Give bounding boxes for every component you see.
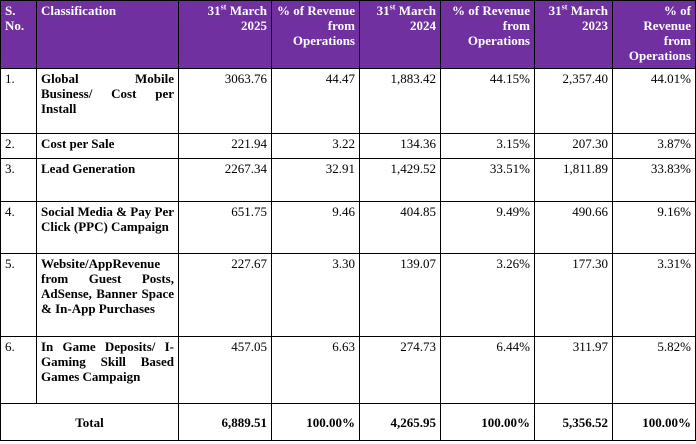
row-value-2025: 651.75 [178, 201, 272, 254]
header-2023: 31st March 2023 [534, 0, 613, 69]
header-2024-rest: March 2024 [395, 3, 436, 33]
row-sno: 6. [0, 336, 37, 404]
row-value-2025: 221.94 [178, 133, 272, 159]
table-header-row: S. No. Classification 31st March 2025 % … [0, 0, 696, 69]
header-pct-2025: % of Revenue from Operations [271, 0, 360, 69]
total-label: Total [0, 403, 179, 441]
row-value-2024: 1,883.42 [359, 68, 441, 134]
table-row: 6. In Game Deposits/ I-Gaming Skill Base… [0, 336, 696, 404]
row-pct-2025: 6.63 [271, 336, 360, 404]
row-value-2025: 227.67 [178, 253, 272, 337]
header-2023-suffix: st [561, 2, 568, 12]
row-value-2023: 490.66 [534, 201, 613, 254]
row-pct-2024: 33.51% [440, 158, 535, 202]
row-pct-2023: 44.01% [612, 68, 696, 134]
row-classification: Global Mobile Business/ Cost per Install [36, 68, 179, 134]
row-pct-2024: 44.15% [440, 68, 535, 134]
row-pct-2023: 3.31% [612, 253, 696, 337]
row-sno: 2. [0, 133, 37, 159]
total-value-2025: 6,889.51 [178, 403, 272, 441]
row-pct-2024: 9.49% [440, 201, 535, 254]
row-value-2023: 207.30 [534, 133, 613, 159]
row-pct-2025: 32.91 [271, 158, 360, 202]
total-row: Total 6,889.51 100.00% 4,265.95 100.00% … [0, 403, 696, 441]
row-value-2025: 457.05 [178, 336, 272, 404]
row-value-2023: 177.30 [534, 253, 613, 337]
row-value-2023: 2,357.40 [534, 68, 613, 134]
header-2025-rest: March 2025 [226, 3, 267, 33]
total-value-2024: 4,265.95 [359, 403, 441, 441]
row-pct-2024: 3.26% [440, 253, 535, 337]
row-pct-2025: 3.22 [271, 133, 360, 159]
total-pct-2024: 100.00% [440, 403, 535, 441]
row-sno: 4. [0, 201, 37, 254]
header-classification: Classification [36, 0, 179, 69]
header-2025: 31st March 2025 [178, 0, 272, 69]
row-pct-2024: 6.44% [440, 336, 535, 404]
header-2024-day: 31 [376, 3, 390, 18]
row-value-2025: 2267.34 [178, 158, 272, 202]
row-value-2024: 134.36 [359, 133, 441, 159]
header-pct-2023: % of Revenue from Operations [612, 0, 696, 69]
total-pct-2025: 100.00% [271, 403, 360, 441]
row-pct-2023: 3.87% [612, 133, 696, 159]
row-classification: Social Media & Pay Per Click (PPC) Campa… [36, 201, 179, 254]
row-pct-2025: 9.46 [271, 201, 360, 254]
row-classification: Website/AppRevenue from Guest Posts, AdS… [36, 253, 179, 337]
table-row: 2. Cost per Sale 221.94 3.22 134.36 3.15… [0, 133, 696, 159]
table-row: 5. Website/AppRevenue from Guest Posts, … [0, 253, 696, 337]
row-pct-2023: 33.83% [612, 158, 696, 202]
header-2025-suffix: st [220, 2, 227, 12]
row-value-2024: 274.73 [359, 336, 441, 404]
row-classification: Lead Generation [36, 158, 179, 202]
header-2024: 31st March 2024 [359, 0, 441, 69]
header-2023-day: 31 [548, 3, 562, 18]
row-pct-2024: 3.15% [440, 133, 535, 159]
row-classification: In Game Deposits/ I-Gaming Skill Based G… [36, 336, 179, 404]
total-pct-2023: 100.00% [612, 403, 696, 441]
row-pct-2025: 3.30 [271, 253, 360, 337]
row-sno: 3. [0, 158, 37, 202]
row-value-2024: 1,429.52 [359, 158, 441, 202]
table-row: 4. Social Media & Pay Per Click (PPC) Ca… [0, 201, 696, 254]
header-pct-2024: % of Revenue from Operations [440, 0, 535, 69]
total-value-2023: 5,356.52 [534, 403, 613, 441]
row-pct-2023: 9.16% [612, 201, 696, 254]
row-value-2024: 139.07 [359, 253, 441, 337]
row-value-2025: 3063.76 [178, 68, 272, 134]
header-2024-suffix: st [389, 2, 396, 12]
row-pct-2025: 44.47 [271, 68, 360, 134]
row-sno: 5. [0, 253, 37, 337]
row-sno: 1. [0, 68, 37, 134]
header-sno: S. No. [0, 0, 37, 69]
row-pct-2023: 5.82% [612, 336, 696, 404]
row-value-2024: 404.85 [359, 201, 441, 254]
table-row: 1. Global Mobile Business/ Cost per Inst… [0, 68, 696, 134]
row-classification: Cost per Sale [36, 133, 179, 159]
table-row: 3. Lead Generation 2267.34 32.91 1,429.5… [0, 158, 696, 202]
header-2025-day: 31 [207, 3, 221, 18]
header-2023-rest: March 2023 [567, 3, 608, 33]
row-value-2023: 1,811.89 [534, 158, 613, 202]
row-value-2023: 311.97 [534, 336, 613, 404]
